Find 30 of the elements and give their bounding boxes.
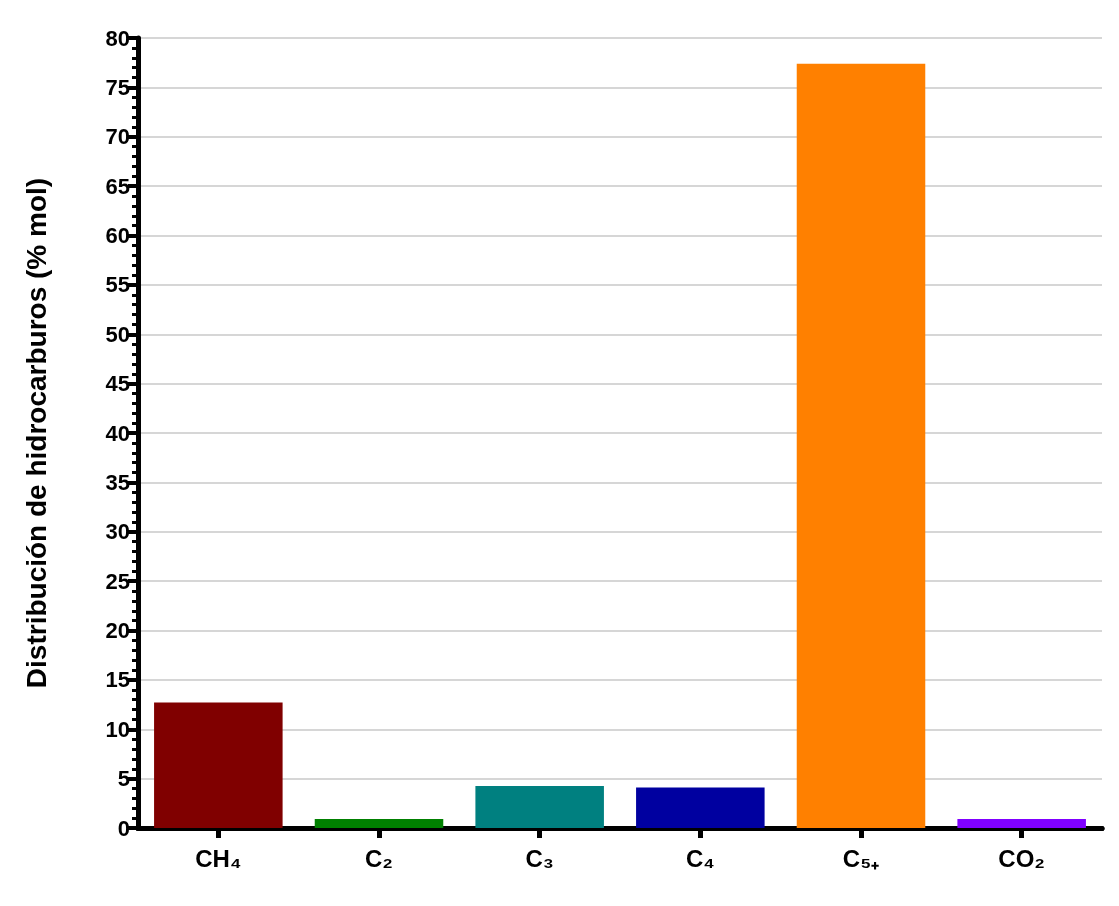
- y-tick-label: 75: [105, 74, 130, 100]
- y-tick-label: 70: [105, 124, 130, 150]
- y-tick-label: 25: [105, 568, 130, 594]
- bar: [475, 786, 604, 828]
- x-tick-label: C₄: [685, 844, 715, 872]
- y-tick-label: 0: [117, 815, 130, 841]
- y-tick-label: 15: [105, 667, 130, 693]
- x-tick-label: C₅₊: [842, 844, 880, 872]
- bar: [796, 63, 926, 828]
- y-tick-label: 65: [105, 173, 130, 199]
- x-tick-label: CH₄: [195, 844, 242, 872]
- y-tick-label: 35: [105, 469, 130, 495]
- y-tick-label: 55: [105, 272, 130, 298]
- y-tick-label: 45: [105, 371, 130, 397]
- y-axis-title: Distribución de hidrocarburos (% mol): [20, 177, 52, 689]
- x-tick-label: C₃: [525, 844, 554, 872]
- x-tick-label: C₂: [365, 844, 393, 872]
- y-tick-label: 10: [105, 716, 130, 742]
- y-tick-label: 20: [105, 618, 130, 643]
- y-tick-label: 5: [117, 766, 130, 792]
- bar: [154, 702, 283, 828]
- bar: [314, 819, 444, 828]
- y-tick-label: 30: [105, 519, 130, 545]
- x-tick-label: CO₂: [998, 844, 1045, 872]
- y-tick-label: 80: [105, 25, 130, 51]
- y-tick-label: 50: [105, 321, 130, 347]
- bar: [957, 819, 1086, 828]
- bar: [636, 787, 765, 828]
- y-tick-label: 60: [105, 223, 130, 248]
- y-tick-label: 40: [105, 420, 130, 446]
